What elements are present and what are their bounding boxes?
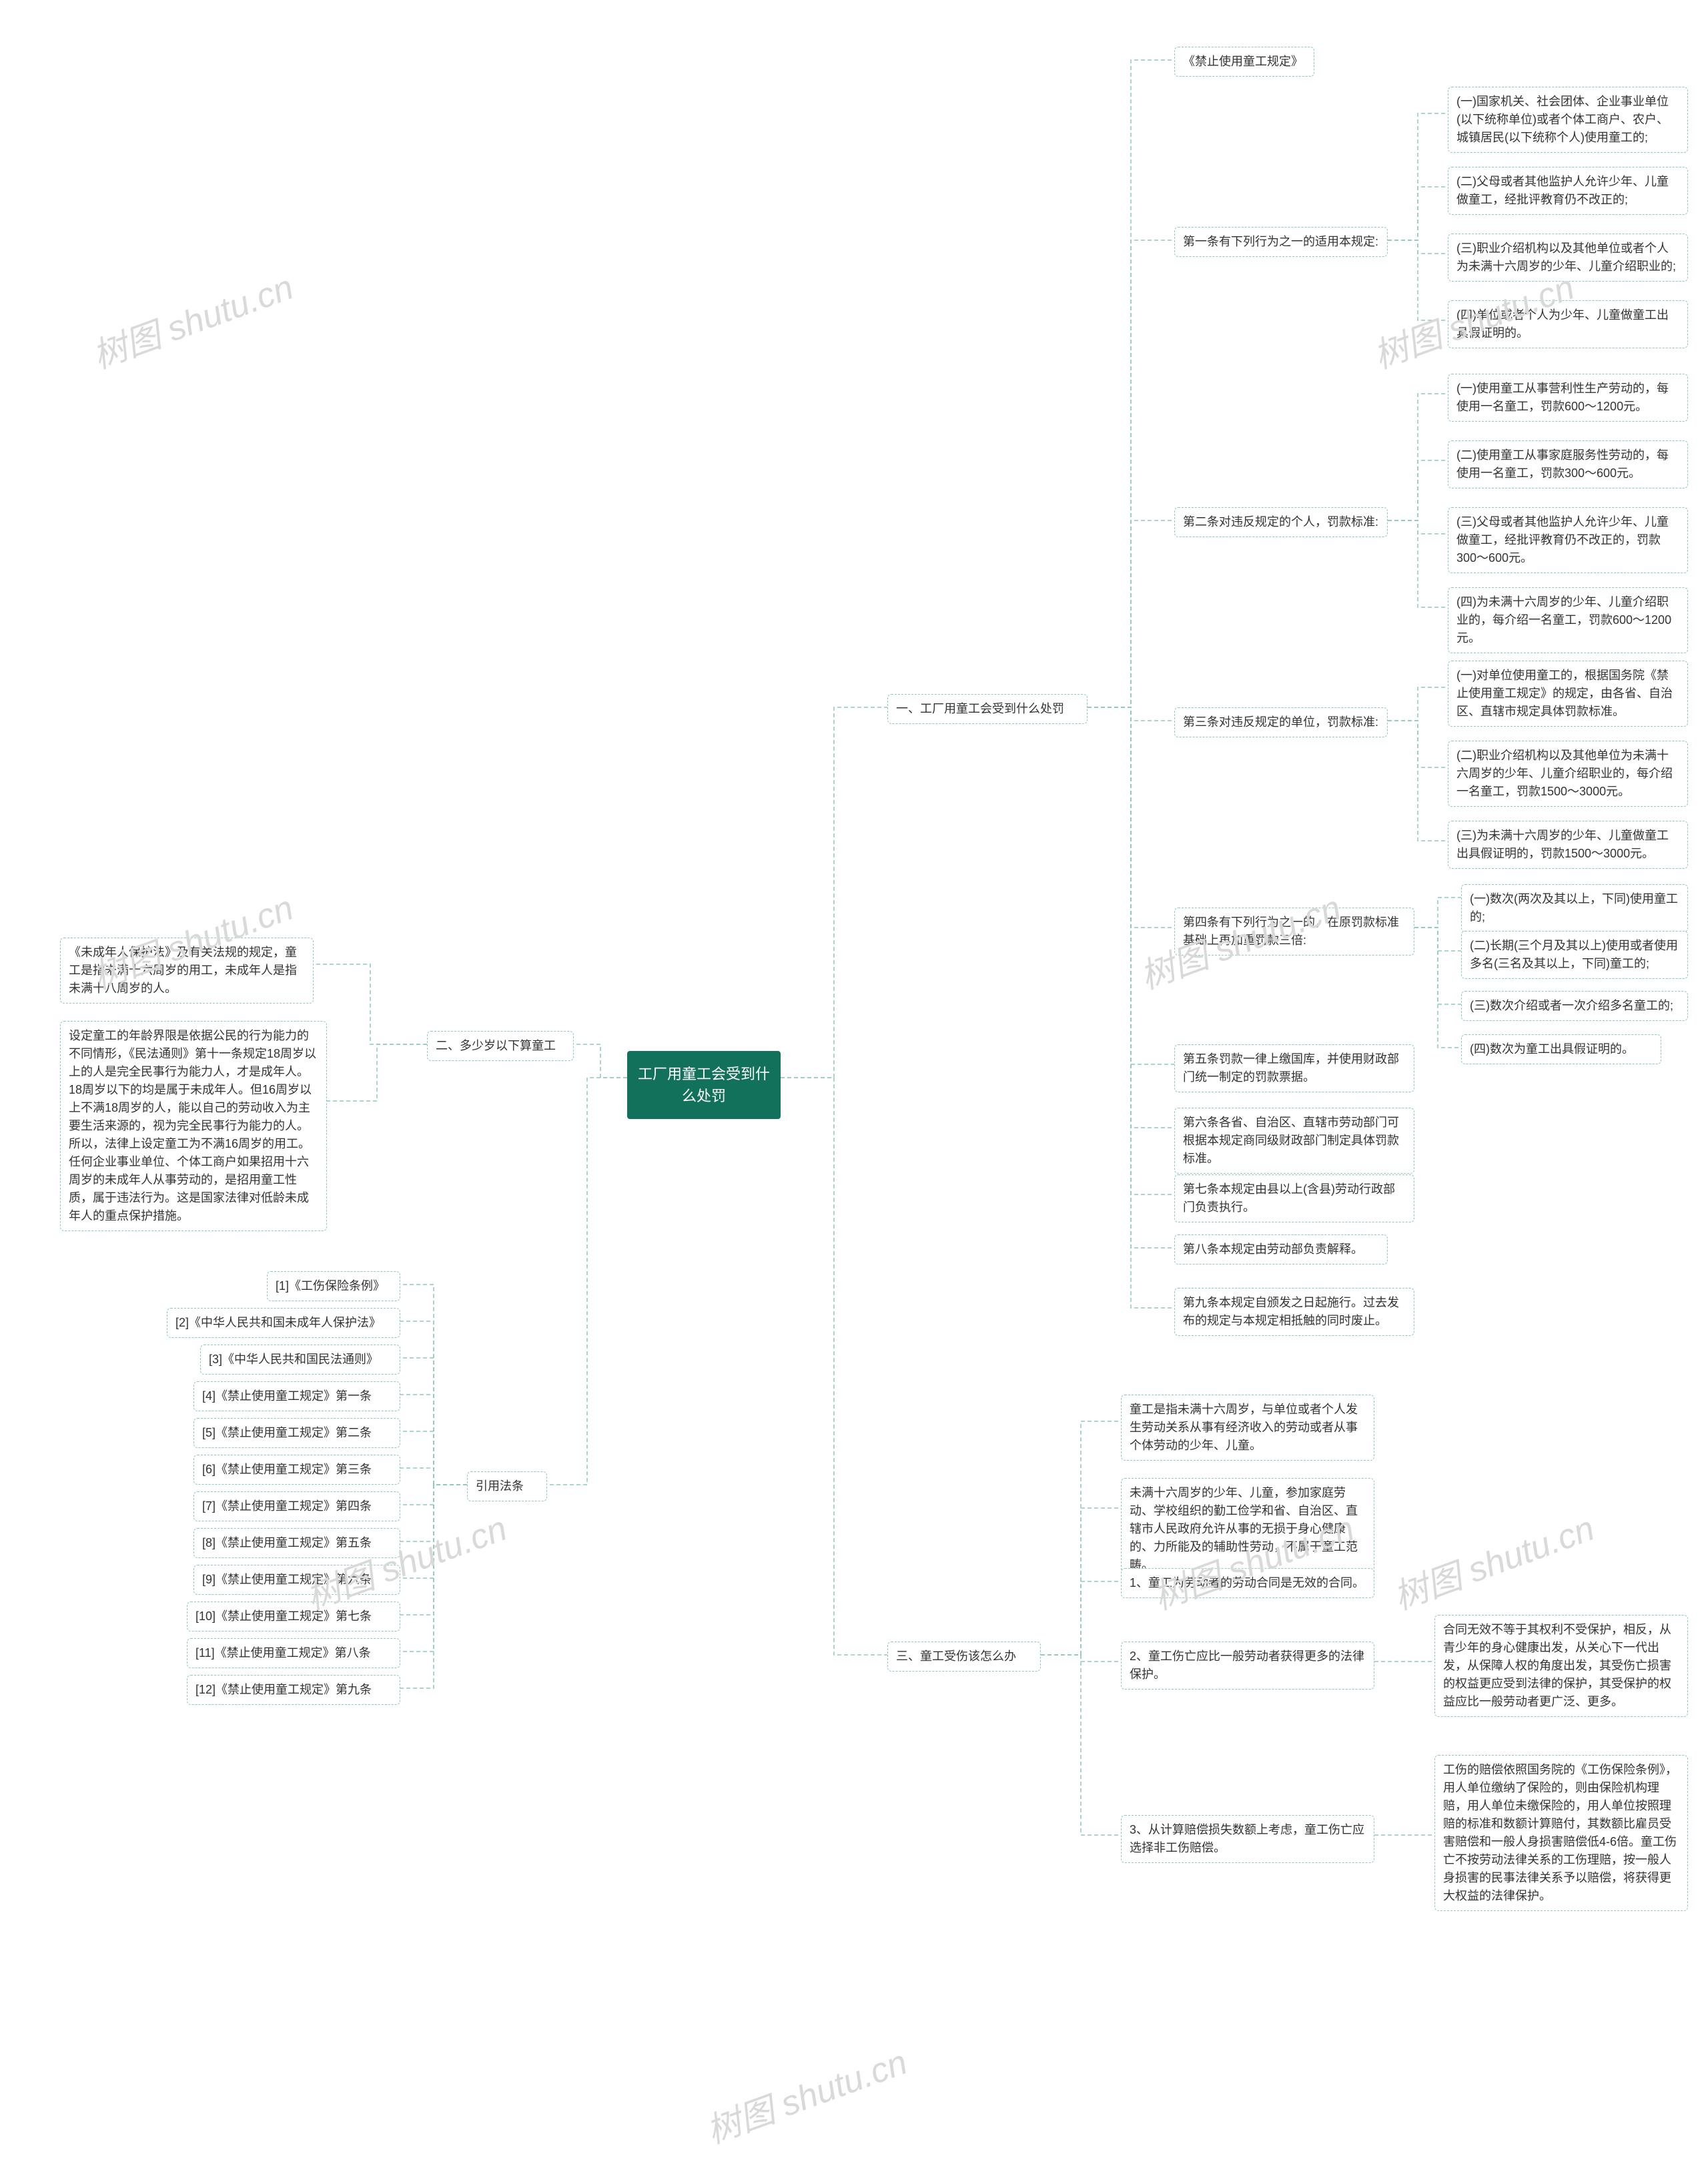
- watermark: 树图 shutu.cn: [699, 2034, 913, 2153]
- s3-c0[interactable]: 童工是指未满十六周岁，与单位或者个人发生劳动关系从事有经济收入的劳动或者从事个体…: [1121, 1395, 1374, 1461]
- s1-a8[interactable]: 第八条本规定由劳动部负责解释。: [1174, 1234, 1388, 1265]
- a1-c1[interactable]: (二)父母或者其他监护人允许少年、儿童做童工，经批评教育仍不改正的;: [1448, 167, 1688, 215]
- s1-a0[interactable]: 《禁止使用童工规定》: [1174, 47, 1314, 77]
- a2-c3[interactable]: (四)为未满十六周岁的少年、儿童介绍职业的，每介绍一名童工，罚款600～1200…: [1448, 587, 1688, 653]
- cite-item-1[interactable]: [2]《中华人民共和国未成年人保护法》: [167, 1308, 400, 1338]
- s1-a1[interactable]: 第一条有下列行为之一的适用本规定:: [1174, 227, 1388, 257]
- cite-item-3[interactable]: [4]《禁止使用童工规定》第一条: [193, 1381, 400, 1411]
- s3-c1[interactable]: 未满十六周岁的少年、儿童，参加家庭劳动、学校组织的勤工俭学和省、自治区、直辖市人…: [1121, 1478, 1374, 1580]
- watermark: 树图 shutu.cn: [85, 259, 300, 378]
- cite-item-11[interactable]: [12]《禁止使用童工规定》第九条: [187, 1675, 400, 1705]
- a1-c3[interactable]: (四)单位或者个人为少年、儿童做童工出具假证明的。: [1448, 300, 1688, 348]
- s3-c4[interactable]: 3、从计算赔偿损失数额上考虑，童工伤亡应选择非工伤赔偿。: [1121, 1815, 1374, 1863]
- a3-c0[interactable]: (一)对单位使用童工的，根据国务院《禁止使用童工规定》的规定，由各省、自治区、直…: [1448, 661, 1688, 727]
- cite-item-10[interactable]: [11]《禁止使用童工规定》第八条: [187, 1638, 400, 1668]
- root-node[interactable]: 工厂用童工会受到什么处罚: [627, 1051, 781, 1119]
- cite-item-5[interactable]: [6]《禁止使用童工规定》第三条: [193, 1455, 400, 1485]
- cite-item-2[interactable]: [3]《中华人民共和国民法通则》: [200, 1345, 400, 1375]
- s3-g3[interactable]: 合同无效不等于其权利不受保护，相反，从青少年的身心健康出发，从关心下一代出发，从…: [1434, 1615, 1688, 1717]
- cite-item-6[interactable]: [7]《禁止使用童工规定》第四条: [193, 1491, 400, 1521]
- a2-c2[interactable]: (三)父母或者其他监护人允许少年、儿童做童工，经批评教育仍不改正的，罚款300～…: [1448, 507, 1688, 573]
- s3-c3[interactable]: 2、童工伤亡应比一般劳动者获得更多的法律保护。: [1121, 1642, 1374, 1690]
- s1-a6[interactable]: 第六条各省、自治区、直辖市劳动部门可根据本规定商同级财政部门制定具体罚款标准。: [1174, 1108, 1414, 1174]
- a1-c0[interactable]: (一)国家机关、社会团体、企业事业单位(以下统称单位)或者个体工商户、农户、城镇…: [1448, 87, 1688, 153]
- s2-c0[interactable]: 《未成年人保护法》及有关法规的规定，童工是指未满十六周岁的用工，未成年人是指未满…: [60, 938, 314, 1004]
- cite-item-7[interactable]: [8]《禁止使用童工规定》第五条: [193, 1528, 400, 1558]
- s1-a4[interactable]: 第四条有下列行为之一的，在原罚款标准基础上再加重罚款三倍:: [1174, 908, 1414, 956]
- branch-s3[interactable]: 三、童工受伤该怎么办: [887, 1642, 1041, 1672]
- branch-cite[interactable]: 引用法条: [467, 1471, 547, 1501]
- cite-item-8[interactable]: [9]《禁止使用童工规定》第六条: [193, 1565, 400, 1595]
- s1-a7[interactable]: 第七条本规定由县以上(含县)劳动行政部门负责执行。: [1174, 1174, 1414, 1222]
- branch-s2[interactable]: 二、多少岁以下算童工: [427, 1031, 574, 1061]
- a3-c2[interactable]: (三)为未满十六周岁的少年、儿童做童工出具假证明的，罚款1500～3000元。: [1448, 821, 1688, 869]
- cite-item-9[interactable]: [10]《禁止使用童工规定》第七条: [187, 1601, 400, 1632]
- cite-item-0[interactable]: [1]《工伤保险条例》: [267, 1271, 400, 1301]
- a1-c2[interactable]: (三)职业介绍机构以及其他单位或者个人为未满十六周岁的少年、儿童介绍职业的;: [1448, 234, 1688, 282]
- a4-c3[interactable]: (四)数次为童工出具假证明的。: [1461, 1034, 1661, 1064]
- s2-c1[interactable]: 设定童工的年龄界限是依据公民的行为能力的不同情形，《民法通则》第十一条规定18周…: [60, 1021, 327, 1231]
- s1-a3[interactable]: 第三条对违反规定的单位，罚款标准:: [1174, 707, 1388, 737]
- a4-c1[interactable]: (二)长期(三个月及其以上)使用或者使用多名(三名及其以上，下同)童工的;: [1461, 931, 1688, 979]
- a2-c1[interactable]: (二)使用童工从事家庭服务性劳动的，每使用一名童工，罚款300～600元。: [1448, 440, 1688, 488]
- a4-c0[interactable]: (一)数次(两次及其以上，下同)使用童工的;: [1461, 884, 1688, 932]
- s1-a9[interactable]: 第九条本规定自颁发之日起施行。过去发布的规定与本规定相抵触的同时废止。: [1174, 1288, 1414, 1336]
- mindmap-canvas: 工厂用童工会受到什么处罚 一、工厂用童工会受到什么处罚 二、多少岁以下算童工 三…: [0, 0, 1708, 2164]
- branch-s1[interactable]: 一、工厂用童工会受到什么处罚: [887, 694, 1088, 724]
- a3-c1[interactable]: (二)职业介绍机构以及其他单位为未满十六周岁的少年、儿童介绍职业的，每介绍一名童…: [1448, 741, 1688, 807]
- a4-c2[interactable]: (三)数次介绍或者一次介绍多名童工的;: [1461, 991, 1688, 1021]
- cite-item-4[interactable]: [5]《禁止使用童工规定》第二条: [193, 1418, 400, 1448]
- s3-g4[interactable]: 工伤的赔偿依照国务院的《工伤保险条例》，用人单位缴纳了保险的，则由保险机构理赔，…: [1434, 1755, 1688, 1911]
- s1-a5[interactable]: 第五条罚款一律上缴国库，并使用财政部门统一制定的罚款票据。: [1174, 1044, 1414, 1092]
- a2-c0[interactable]: (一)使用童工从事营利性生产劳动的，每使用一名童工，罚款600～1200元。: [1448, 374, 1688, 422]
- s3-c2[interactable]: 1、童工为劳动者的劳动合同是无效的合同。: [1121, 1568, 1374, 1598]
- s1-a2[interactable]: 第二条对违反规定的个人，罚款标准:: [1174, 507, 1388, 537]
- watermark: 树图 shutu.cn: [1386, 1500, 1601, 1619]
